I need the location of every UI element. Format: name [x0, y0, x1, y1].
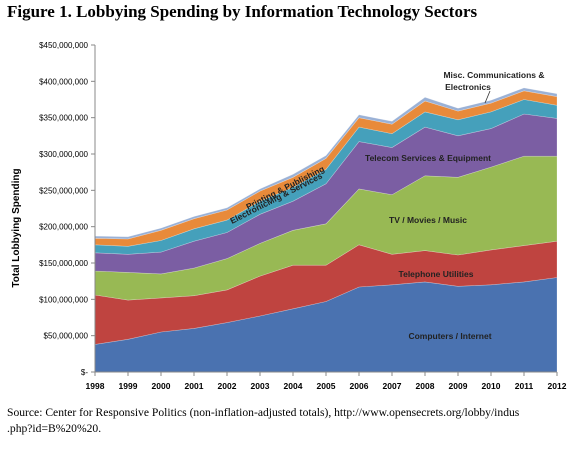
x-tick-label: 2005: [317, 381, 336, 391]
x-tick-label: 2003: [251, 381, 270, 391]
y-tick-label: $300,000,000: [39, 150, 88, 159]
x-tick-label: 2011: [515, 381, 534, 391]
x-tick-label: 1999: [119, 381, 138, 391]
annotation-telecom: Telecom Services & Equipment: [365, 153, 491, 163]
x-tick-label: 1998: [86, 381, 105, 391]
x-tick-label: 2001: [185, 381, 204, 391]
y-tick-label: $350,000,000: [39, 114, 88, 123]
source-line-1: Source: Center for Responsive Politics (…: [7, 406, 520, 419]
y-tick-label: $250,000,000: [39, 186, 88, 195]
annotation-misc-line1: Misc. Communications &: [443, 70, 544, 80]
x-tick-label: 2004: [284, 381, 303, 391]
annotation-computers: Computers / Internet: [408, 331, 491, 341]
misc-leader-line: [484, 90, 491, 104]
y-tick-label: $150,000,000: [39, 259, 88, 268]
y-axis-label: Total Lobbying Spending: [11, 168, 22, 287]
y-tick-label: $-: [81, 368, 88, 377]
x-tick-label: 2006: [350, 381, 369, 391]
x-tick-label: 2000: [152, 381, 171, 391]
y-tick-label: $50,000,000: [44, 332, 89, 341]
y-tick-label: $400,000,000: [39, 77, 88, 86]
x-tick-label: 2009: [449, 381, 468, 391]
x-tick-labels: 1998 1999 2000 2001 2002 2003 2004 2005 2006 2007…: [86, 381, 567, 391]
annotation-misc-line2: Electronics: [445, 82, 491, 92]
y-tick-labels: $- $50,000,000 $100,000,000 $150,000,000 $20…: [39, 41, 88, 377]
area-series-6: [94, 87, 558, 240]
source-note: Source: Center for Responsive Politics (…: [7, 405, 573, 437]
figure-title: Figure 1. Lobbying Spending by Informati…: [7, 2, 478, 21]
y-tick-label: $200,000,000: [39, 223, 88, 232]
annotation-tv: TV / Movies / Music: [389, 215, 467, 225]
x-tick-label: 2002: [218, 381, 237, 391]
x-tick-label: 2007: [383, 381, 402, 391]
annotation-telephone: Telephone Utilities: [399, 269, 474, 279]
x-tick-label: 2010: [482, 381, 501, 391]
x-tick-label: 2008: [416, 381, 435, 391]
y-tick-label: $450,000,000: [39, 41, 88, 50]
stacked-area-chart: $- $50,000,000 $100,000,000 $150,000,000 $20…: [11, 41, 567, 391]
axes-group: [91, 44, 558, 376]
source-line-2: .php?id=B%20%20.: [7, 422, 102, 435]
area-series-group: [94, 87, 558, 373]
x-tick-label: 2012: [548, 381, 567, 391]
y-tick-label: $100,000,000: [39, 295, 88, 304]
